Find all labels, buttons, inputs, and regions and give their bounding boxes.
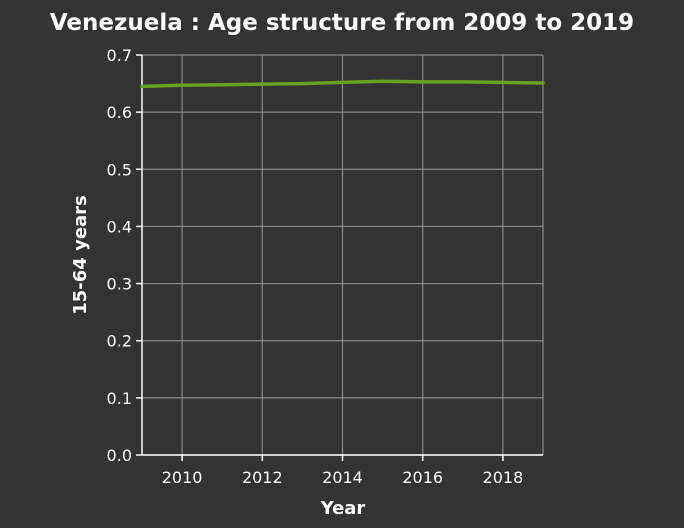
x-tick-label: 2012 — [242, 468, 283, 487]
grid — [142, 54, 544, 456]
x-tick-label: 2016 — [402, 468, 443, 487]
y-tick-label: 0.7 — [107, 46, 132, 65]
y-tick-label: 0.2 — [107, 332, 132, 351]
series — [140, 79, 545, 89]
y-tick-label: 0.3 — [107, 275, 132, 294]
y-tick-label: 0.4 — [107, 217, 132, 236]
y-tick-label: 0.1 — [107, 389, 132, 408]
series-line — [140, 79, 545, 89]
y-tick-label: 0.0 — [107, 446, 132, 465]
x-tick-label: 2018 — [483, 468, 524, 487]
x-axis-label: Year — [320, 498, 366, 519]
x-tick-label: 2014 — [322, 468, 363, 487]
axes — [136, 54, 543, 461]
x-tick-label: 2010 — [162, 468, 203, 487]
y-axis-label: 15-64 years — [70, 195, 91, 315]
tick-labels: 0.0 0.1 0.2 0.3 0.4 0.5 0.6 0.7 2010 2012 2014 2016… — [107, 46, 524, 487]
y-tick-label: 0.6 — [107, 103, 132, 122]
chart-title: Venezuela : Age structure from 2009 to 2… — [50, 10, 634, 36]
y-tick-label: 0.5 — [107, 160, 132, 179]
